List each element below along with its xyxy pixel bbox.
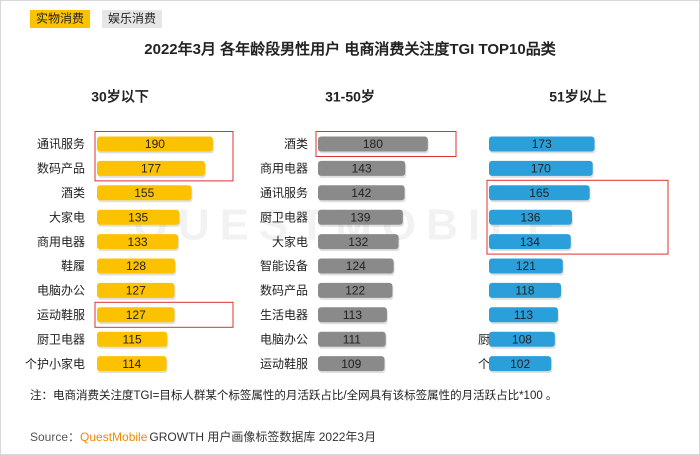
value-label: 136 <box>520 210 540 224</box>
category-label: 酒类 <box>284 137 308 151</box>
bar <box>318 356 385 372</box>
bar <box>318 258 394 274</box>
category-label: 生活电器 <box>260 308 308 322</box>
category-label: 通讯服务 <box>260 185 308 200</box>
value-label: 177 <box>141 162 161 176</box>
category-label: 数码产品 <box>37 161 85 176</box>
bar <box>318 282 393 298</box>
value-label: 102 <box>510 357 530 371</box>
bar <box>318 234 399 250</box>
bar <box>97 185 192 201</box>
value-label: 122 <box>345 284 365 298</box>
highlight-box <box>315 131 457 157</box>
note: 注：电商消费关注度TGI=目标人群某个标签属性的月活跃占比/全网具有该标签属性的… <box>30 388 557 402</box>
value-label: 111 <box>343 332 362 346</box>
value-label: 124 <box>346 259 366 273</box>
bar <box>97 356 167 372</box>
bar <box>489 185 590 201</box>
source-text: GROWTH 用户画像标签数据库 2022年3月 <box>149 429 376 444</box>
bar <box>489 307 558 323</box>
category-label: 商用电器 <box>37 234 85 249</box>
value-label: 113 <box>343 308 362 322</box>
highlight-box <box>94 301 234 328</box>
category-label: 电脑办公 <box>260 331 308 346</box>
bar <box>318 136 428 152</box>
value-label: 135 <box>128 210 148 224</box>
source: Source：QuestMobile GROWTH 用户画像标签数据库 2022年… <box>30 429 376 444</box>
value-label: 113 <box>514 308 533 322</box>
value-label: 128 <box>126 259 146 273</box>
source-label: Source： <box>30 430 80 444</box>
category-label: 大家电 <box>272 234 308 249</box>
value-label: 180 <box>363 137 383 151</box>
category-label: 智能设备 <box>260 258 308 273</box>
bar <box>97 258 176 274</box>
value-label: 190 <box>145 137 165 151</box>
category-label: 数码产品 <box>260 283 308 298</box>
bar <box>489 356 552 372</box>
category-label: 商用电器 <box>260 161 308 176</box>
category-label: 个护小家电 <box>25 356 85 371</box>
source-brand: QuestMobile <box>80 430 148 444</box>
value-label: 127 <box>126 308 146 322</box>
chart-title: 2022年3月 各年龄段男性用户 电商消费关注度TGI TOP10品类 <box>144 40 556 58</box>
value-label: 139 <box>350 210 370 224</box>
panel-title: 51岁以上 <box>549 89 607 105</box>
bar <box>97 160 205 176</box>
value-label: 121 <box>516 259 536 273</box>
value-label: 108 <box>512 332 532 346</box>
category-label: 酒类 <box>61 186 85 200</box>
bar <box>318 185 405 201</box>
bar <box>318 160 406 176</box>
value-label: 133 <box>128 235 148 249</box>
value-label: 114 <box>122 357 141 371</box>
bar <box>489 234 571 250</box>
value-label: 173 <box>532 137 552 151</box>
value-label: 155 <box>134 186 154 200</box>
bar <box>489 209 572 225</box>
value-label: 127 <box>126 284 146 298</box>
panel-title: 31-50岁 <box>325 89 375 105</box>
value-label: 142 <box>351 186 371 200</box>
bar <box>318 307 387 323</box>
bar <box>97 136 213 152</box>
category-label: 电脑办公 <box>37 283 85 298</box>
value-label: 132 <box>348 235 368 249</box>
bar <box>489 331 555 347</box>
value-label: 118 <box>515 284 534 298</box>
bar <box>97 331 168 347</box>
highlight-box <box>486 179 669 255</box>
category-label: 大家电 <box>49 209 85 224</box>
category-label: 运动鞋服 <box>260 356 308 371</box>
value-label: 170 <box>531 162 551 176</box>
bar <box>97 234 179 250</box>
value-label: 109 <box>341 357 361 371</box>
value-label: 143 <box>352 162 372 176</box>
bar <box>489 282 561 298</box>
highlight-box <box>94 131 234 182</box>
value-label: 134 <box>520 235 540 249</box>
category-label: 通讯服务 <box>37 136 85 151</box>
bar <box>97 307 175 323</box>
tab-label[interactable]: 实物消费 <box>36 11 84 26</box>
tab-active[interactable] <box>30 10 90 28</box>
bar <box>489 160 593 176</box>
category-label: 厨卫电器 <box>37 332 85 346</box>
bar <box>97 282 175 298</box>
category-label: 运动鞋服 <box>37 307 85 322</box>
bar <box>318 209 403 225</box>
value-label: 165 <box>529 186 549 200</box>
category-label: 厨卫电器 <box>260 210 308 224</box>
category-label: 鞋履 <box>61 258 85 273</box>
bar <box>489 136 595 152</box>
bar <box>489 258 563 274</box>
tab-inactive[interactable] <box>102 10 162 28</box>
panel-title: 30岁以下 <box>91 89 149 105</box>
bar <box>97 209 180 225</box>
bar <box>318 331 386 347</box>
value-label: 115 <box>123 332 142 346</box>
tab-label[interactable]: 娱乐消费 <box>108 12 156 26</box>
